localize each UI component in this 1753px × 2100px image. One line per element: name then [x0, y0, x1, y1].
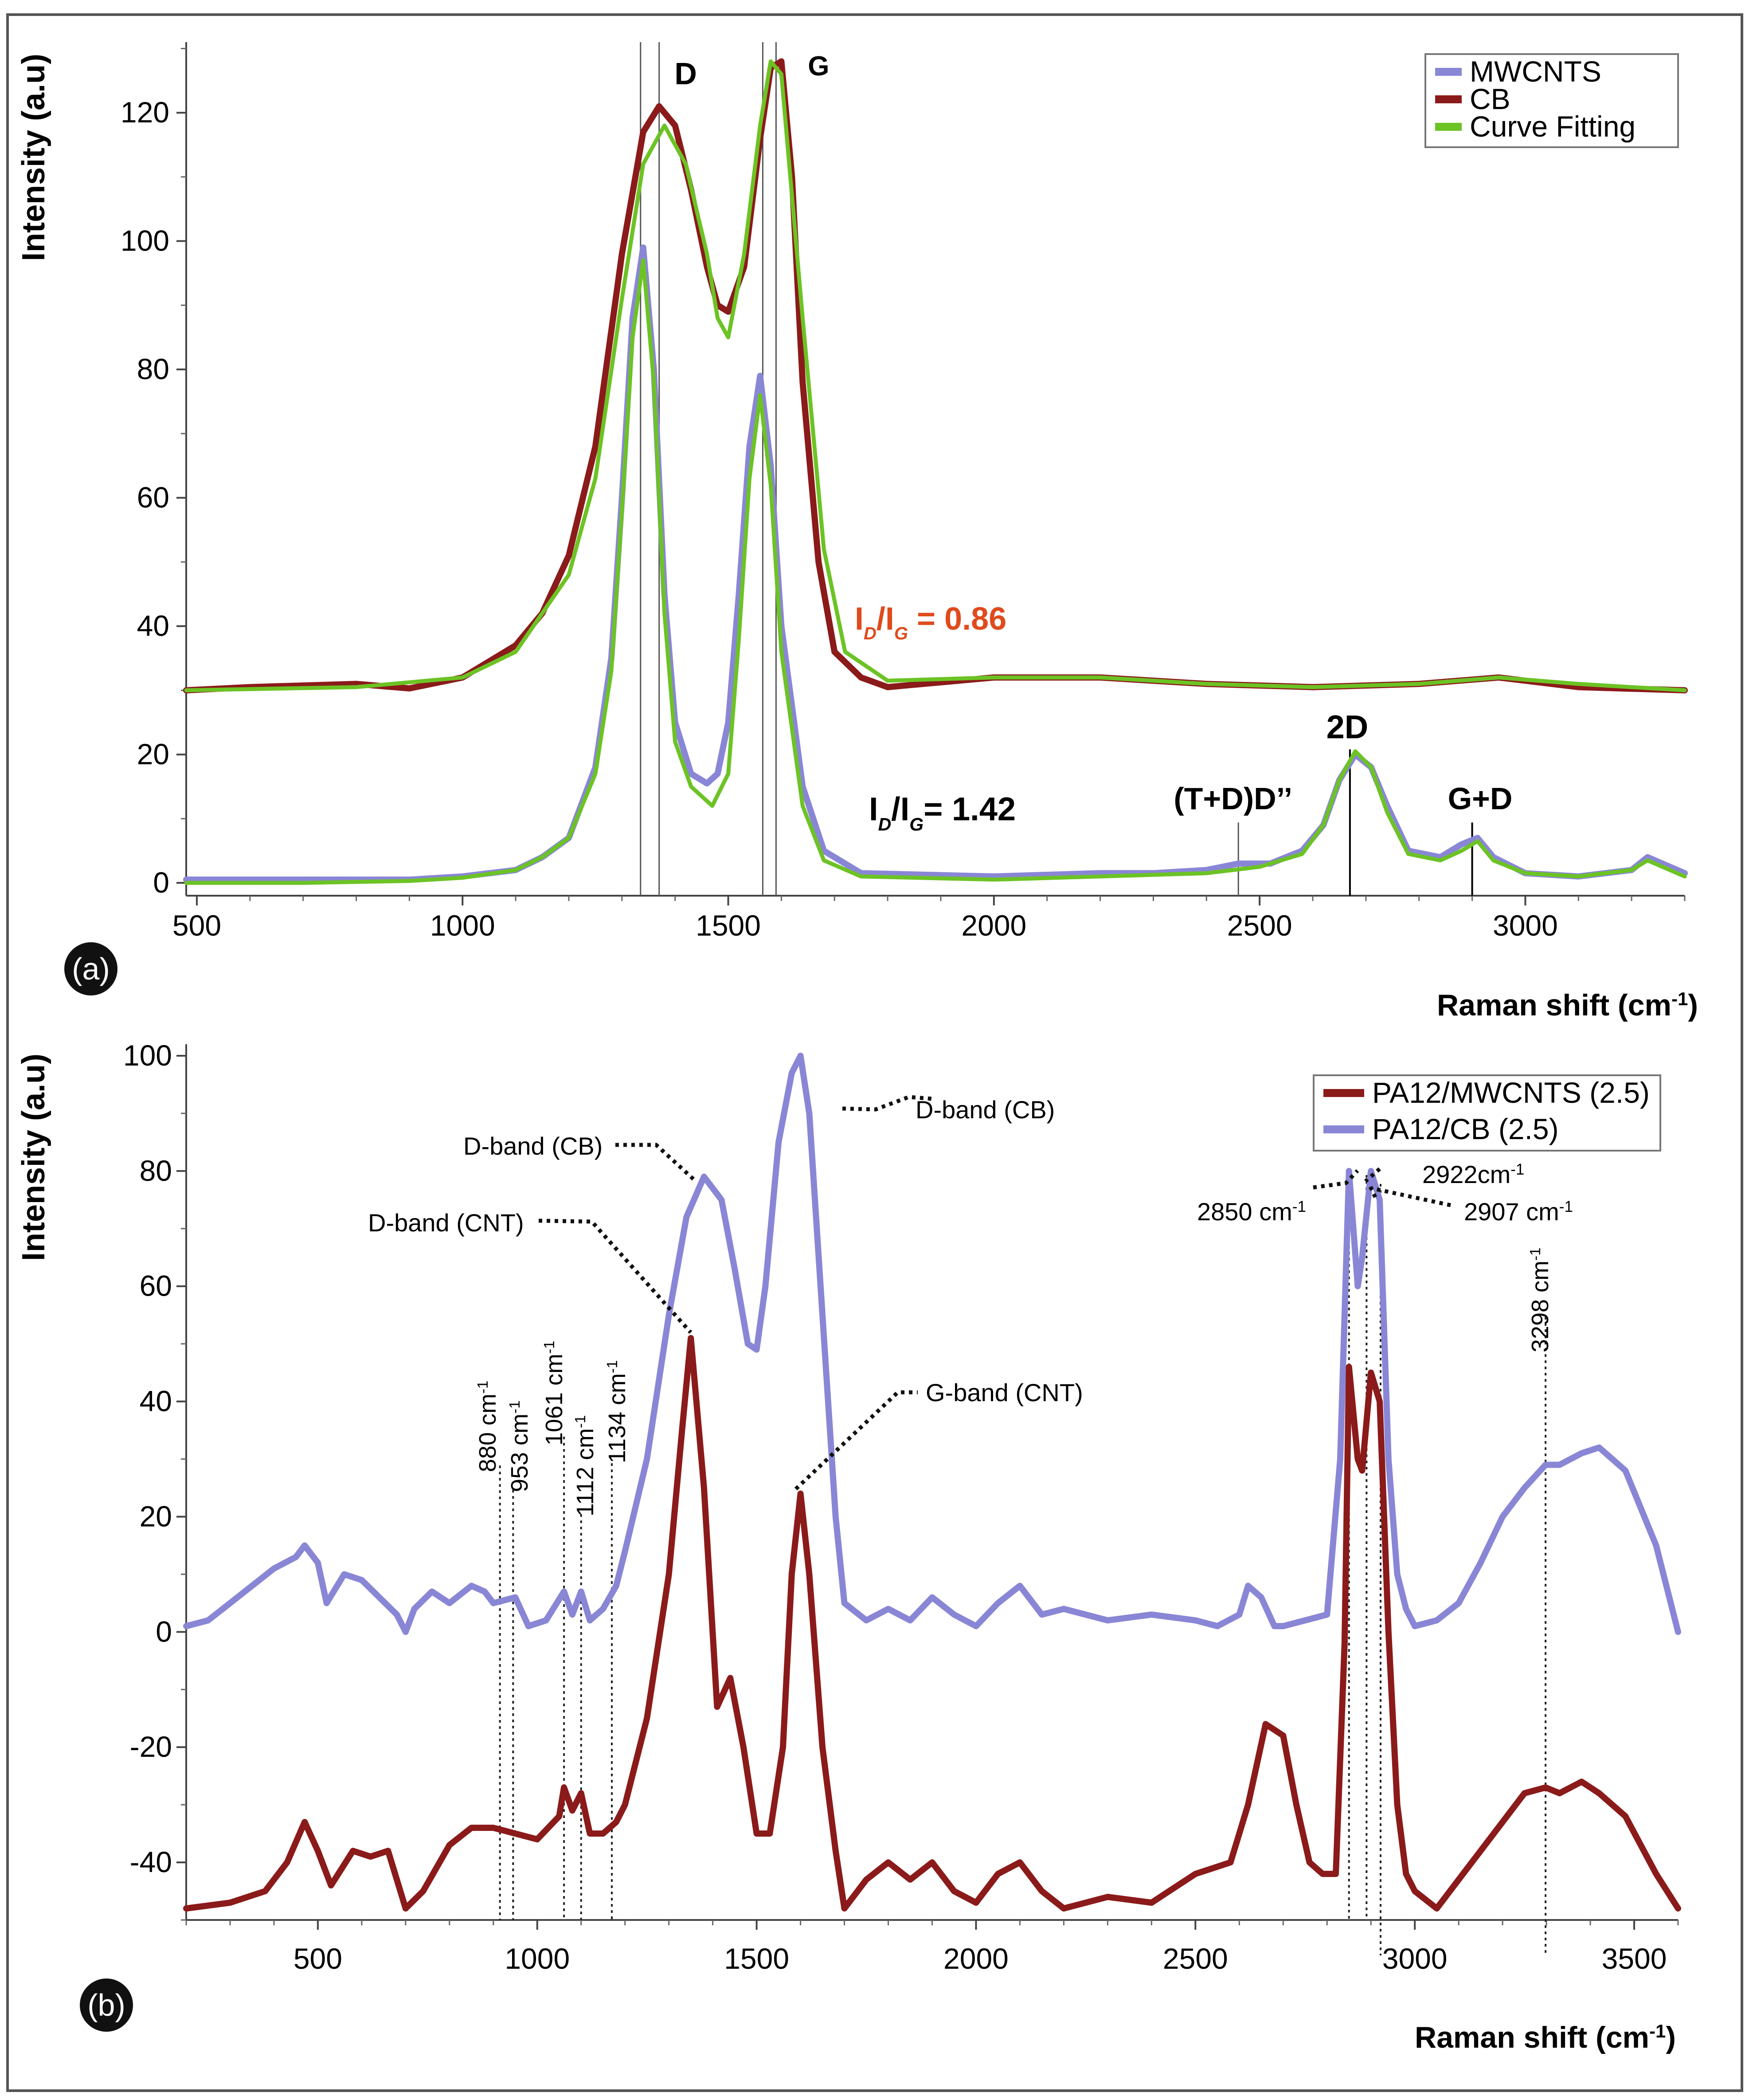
peak-label-g-plus-d: G+D [1448, 781, 1513, 816]
annotation-leader-line [1364, 1167, 1381, 1183]
y-tick-label: -40 [130, 1845, 172, 1878]
y-axis-title: Intensity (a.u) [16, 1054, 51, 1261]
x-tick-label: 2500 [1163, 1942, 1228, 1975]
x-tick-label: 2500 [1227, 909, 1292, 942]
peak-label-d: D [674, 56, 697, 91]
x-tick-label: 2000 [943, 1942, 1009, 1975]
legend-box [1313, 1074, 1661, 1152]
series-line-curve-fitting-cb- [184, 59, 1686, 692]
x-tick-label: 1000 [505, 1942, 570, 1975]
annotation-leader-line [615, 1143, 696, 1181]
legend-label: CB [1470, 82, 1510, 115]
series-line-pa12-cb-2-5- [183, 1053, 1681, 1635]
y-tick-label: 80 [140, 1154, 172, 1187]
legend-label: PA12/MWCNTS (2.5) [1372, 1076, 1650, 1109]
y-tick-label: 60 [140, 1269, 172, 1302]
annotation-d-band-cnt: D-band (CNT) [368, 1209, 524, 1237]
x-axis-title: Raman shift (cm-1) [1415, 2021, 1676, 2055]
annotation-leader-line [842, 1095, 932, 1112]
x-tick-label: 1500 [724, 1942, 789, 1975]
x-tick-label: 3500 [1602, 1942, 1667, 1975]
annotation-1112: 1112 cm-1 [572, 1415, 599, 1516]
annotation-leader-line [538, 1218, 693, 1334]
peak-label-g: G [808, 51, 829, 82]
series-line-curve-fitting-cb- [184, 59, 1687, 693]
peak-label-t-d-d: (T+D)D’’ [1174, 781, 1292, 816]
x-axis-title: Raman shift (cm-1) [1437, 988, 1698, 1023]
series-line-cb [183, 58, 1688, 693]
series-line-curve-fitting-mwcnts- [184, 259, 1686, 885]
legend-label: PA12/CB (2.5) [1372, 1113, 1559, 1145]
annotation-leader-line [794, 1390, 918, 1491]
x-tick-label: 1000 [430, 909, 495, 942]
y-tick-label: -20 [130, 1730, 172, 1763]
y-tick-label: 120 [121, 96, 169, 129]
ratio-label-mwcnts: ID/IG= 1.42 [869, 791, 1016, 835]
panel-label: (b) [87, 1988, 125, 2022]
x-tick-label: 3000 [1493, 909, 1558, 942]
legend-box [1424, 53, 1679, 148]
annotation-953: 953 cm-1 [506, 1401, 533, 1492]
legend-label: Curve Fitting [1470, 110, 1636, 143]
annotation-leader-line [1367, 1183, 1377, 1198]
annotation-1134: 1134 cm-1 [604, 1360, 631, 1463]
annotation-d-band-cb-left: D-band (CB) [463, 1132, 603, 1160]
ratio-label-cb: ID/IG = 0.86 [855, 601, 1006, 643]
annotation-leader-line [1313, 1169, 1359, 1190]
series-line-pa12-mwcnts-2-5- [183, 1335, 1681, 1912]
annotation-1061: 1061 cm-1 [541, 1341, 568, 1446]
y-tick-label: 0 [156, 1615, 172, 1648]
y-tick-label: 100 [121, 224, 169, 257]
peak-label-2d: 2D [1326, 709, 1369, 745]
x-tick-label: 3000 [1382, 1942, 1448, 1975]
y-axis-title: Intensity (a.u) [16, 54, 51, 261]
x-tick-label: 500 [293, 1942, 342, 1975]
annotation-3298: 3298 cm-1 [1527, 1248, 1554, 1352]
panel-label-badge [64, 942, 117, 995]
y-tick-label: 40 [137, 609, 169, 642]
figure-frame [6, 13, 1743, 2092]
x-tick-label: 1500 [696, 909, 761, 942]
y-tick-label: 0 [153, 866, 169, 899]
y-tick-label: 20 [137, 738, 169, 771]
annotation-2907: 2907 cm-1 [1464, 1198, 1573, 1226]
x-tick-label: 2000 [961, 909, 1026, 942]
annotation-g-band-cnt: G-band (CNT) [926, 1379, 1083, 1407]
annotation-2922: 2922cm-1 [1422, 1160, 1524, 1188]
x-tick-label: 500 [172, 909, 221, 942]
legend-label: MWCNTS [1470, 55, 1601, 88]
annotation-d-band-cb-right: D-band (CB) [916, 1096, 1055, 1124]
y-tick-label: 100 [123, 1039, 172, 1072]
y-tick-label: 60 [137, 481, 169, 514]
y-tick-label: 20 [140, 1500, 172, 1532]
annotation-880: 880 cm-1 [474, 1381, 501, 1472]
panel-label: (a) [72, 952, 110, 986]
y-tick-label: 40 [140, 1385, 172, 1418]
panel-label-badge [80, 1979, 133, 2032]
y-tick-label: 80 [137, 353, 169, 385]
annotation-2850: 2850 cm-1 [1197, 1198, 1306, 1226]
annotation-leader-line [1372, 1186, 1451, 1207]
